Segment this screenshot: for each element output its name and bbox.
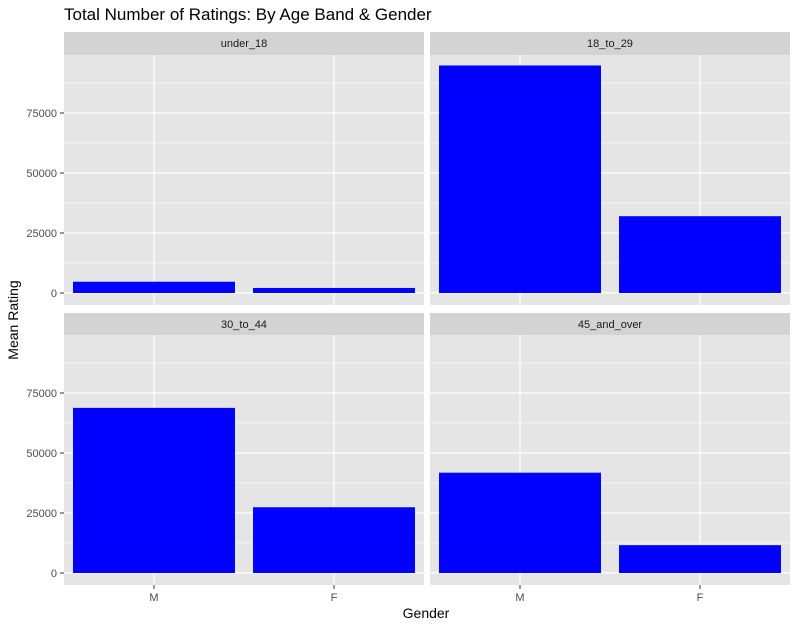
x-axis-title: Gender [403, 605, 450, 621]
y-tick-label: 25000 [26, 508, 57, 520]
facet-strip-18_to_29 [430, 32, 790, 55]
y-tick-label: 0 [51, 288, 57, 300]
x-tick-label: F [697, 592, 704, 604]
facet-strip-under_18 [64, 32, 424, 55]
x-tick-label: M [515, 592, 524, 604]
bar-45_and_over-M [439, 472, 601, 573]
bar-18_to_29-M [439, 65, 601, 293]
y-tick-label: 25000 [26, 228, 57, 240]
facet-label-under_18: under_18 [221, 38, 268, 50]
bar-30_to_44-F [253, 507, 415, 573]
facet-panels: under_18 0 25000 50000 75000 18_to_29 30_to_44… [26, 32, 790, 604]
bar-under_18-F [253, 287, 415, 293]
facet-label-45_and_over: 45_and_over [578, 319, 643, 331]
bar-30_to_44-M [73, 407, 235, 573]
bar-under_18-M [73, 281, 235, 293]
y-tick-label: 0 [51, 568, 57, 580]
chart-title: Total Number of Ratings: By Age Band & G… [64, 5, 432, 24]
facet-panel-under_18 [64, 55, 424, 305]
y-tick-label: 50000 [26, 168, 57, 180]
facet-strip-30_to_44 [64, 313, 424, 335]
facet-label-30_to_44: 30_to_44 [221, 319, 267, 331]
y-tick-label: 50000 [26, 448, 57, 460]
bar-18_to_29-F [619, 216, 781, 293]
y-tick-label: 75000 [26, 108, 57, 120]
bar-45_and_over-F [619, 545, 781, 573]
x-tick-label: M [149, 592, 158, 604]
facet-strip-45_and_over [430, 313, 790, 335]
y-tick-label: 75000 [26, 388, 57, 400]
facet-label-18_to_29: 18_to_29 [587, 38, 633, 50]
x-tick-label: F [331, 592, 338, 604]
y-axis-title: Mean Rating [5, 280, 21, 359]
